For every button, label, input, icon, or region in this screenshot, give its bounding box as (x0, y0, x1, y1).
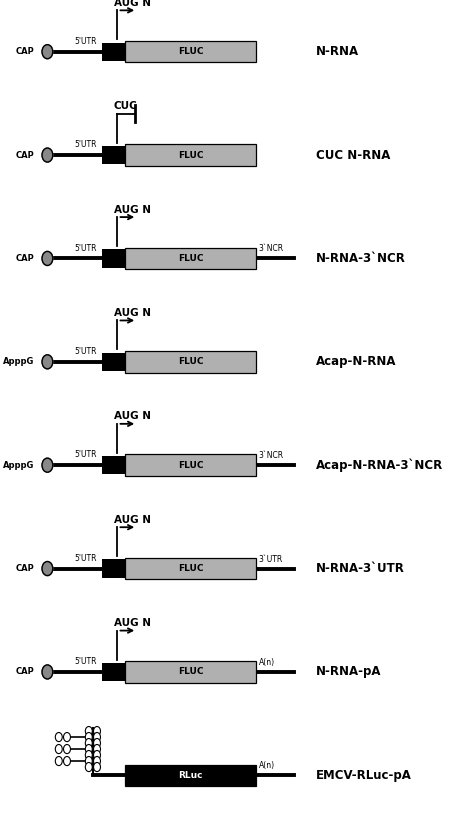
Text: 5'UTR: 5'UTR (74, 554, 97, 563)
Text: N-RNA-3`NCR: N-RNA-3`NCR (316, 252, 406, 265)
Text: AUG N: AUG N (114, 514, 151, 525)
Circle shape (93, 757, 100, 766)
Circle shape (42, 45, 53, 59)
Bar (102, 250, 125, 268)
Circle shape (93, 762, 100, 772)
Text: CAP: CAP (16, 151, 35, 160)
Text: Acap-N-RNA: Acap-N-RNA (316, 356, 396, 368)
Bar (102, 559, 125, 577)
Text: CAP: CAP (16, 254, 35, 263)
Text: AUG N: AUG N (114, 204, 151, 215)
Text: FLUC: FLUC (178, 357, 203, 366)
Bar (125, 248, 256, 270)
Text: FLUC: FLUC (178, 461, 203, 470)
Text: 5'UTR: 5'UTR (74, 347, 97, 356)
Circle shape (42, 562, 53, 576)
Circle shape (85, 733, 92, 742)
Text: CUC: CUC (114, 101, 137, 112)
Circle shape (55, 744, 62, 753)
Circle shape (93, 733, 100, 742)
Text: A(n): A(n) (258, 762, 274, 771)
Text: CUC N-RNA: CUC N-RNA (316, 149, 391, 161)
Text: FLUC: FLUC (178, 254, 203, 263)
Text: 5'UTR: 5'UTR (74, 244, 97, 253)
Text: AUG N: AUG N (114, 618, 151, 629)
Bar (125, 557, 256, 579)
Text: CAP: CAP (16, 564, 35, 573)
Bar (102, 457, 125, 475)
Circle shape (64, 757, 71, 766)
Bar (125, 455, 256, 476)
Text: RLuc: RLuc (178, 771, 203, 780)
Bar (125, 351, 256, 372)
Circle shape (64, 744, 71, 753)
Text: N-RNA-3`UTR: N-RNA-3`UTR (316, 562, 405, 575)
Text: AUG N: AUG N (114, 411, 151, 422)
Circle shape (93, 751, 100, 759)
Bar (125, 764, 256, 786)
Circle shape (85, 726, 92, 736)
Circle shape (64, 733, 71, 742)
Text: 3`NCR: 3`NCR (258, 452, 283, 460)
Text: 5'UTR: 5'UTR (74, 657, 97, 667)
Text: CAP: CAP (16, 667, 35, 676)
Circle shape (85, 751, 92, 759)
Text: 5'UTR: 5'UTR (74, 37, 97, 45)
Circle shape (93, 744, 100, 753)
Circle shape (85, 762, 92, 772)
Text: 3`UTR: 3`UTR (258, 555, 283, 564)
Circle shape (85, 744, 92, 753)
Text: 5'UTR: 5'UTR (74, 451, 97, 460)
Circle shape (55, 757, 62, 766)
Text: ApppG: ApppG (3, 461, 35, 470)
Text: EMCV-RLuc-pA: EMCV-RLuc-pA (316, 769, 412, 782)
Circle shape (85, 739, 92, 748)
Text: FLUC: FLUC (178, 667, 203, 676)
Text: 5'UTR: 5'UTR (74, 141, 97, 149)
Text: FLUC: FLUC (178, 151, 203, 160)
Circle shape (93, 726, 100, 736)
Bar (102, 663, 125, 681)
Circle shape (42, 148, 53, 162)
Circle shape (42, 665, 53, 679)
Bar (102, 42, 125, 61)
Bar (125, 144, 256, 165)
Text: ApppG: ApppG (3, 357, 35, 366)
Bar (125, 41, 256, 62)
Circle shape (85, 757, 92, 766)
Text: AUG N: AUG N (114, 308, 151, 318)
Text: 3`NCR: 3`NCR (258, 245, 283, 253)
Text: A(n): A(n) (258, 658, 274, 667)
Bar (102, 353, 125, 371)
Circle shape (93, 739, 100, 748)
Circle shape (55, 733, 62, 742)
Bar (125, 662, 256, 683)
Text: Acap-N-RNA-3`NCR: Acap-N-RNA-3`NCR (316, 458, 443, 472)
Text: AUG N: AUG N (114, 0, 151, 8)
Text: FLUC: FLUC (178, 47, 203, 56)
Text: N-RNA-pA: N-RNA-pA (316, 666, 382, 678)
Circle shape (42, 355, 53, 369)
Circle shape (42, 458, 53, 472)
Text: N-RNA: N-RNA (316, 45, 359, 58)
Text: FLUC: FLUC (178, 564, 203, 573)
Circle shape (42, 251, 53, 265)
Text: CAP: CAP (16, 47, 35, 56)
Bar (102, 146, 125, 164)
